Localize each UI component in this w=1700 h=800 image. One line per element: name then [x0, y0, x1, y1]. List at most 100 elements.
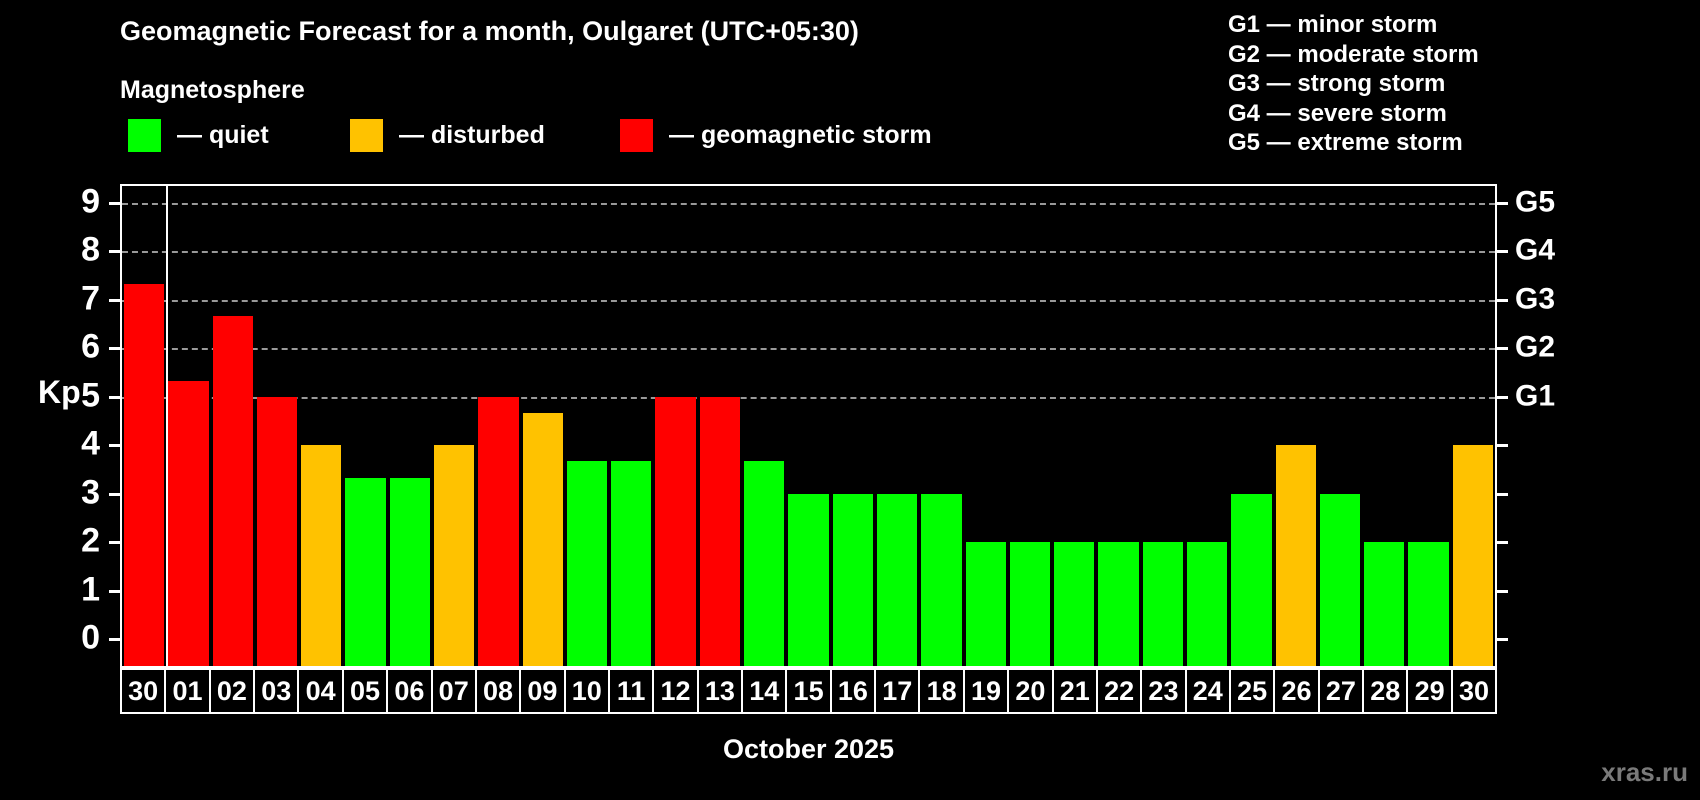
- status-legend: — quiet — disturbed — geomagnetic storm: [0, 119, 1100, 155]
- kp-bar-17: [876, 493, 918, 666]
- g-level-label-g5: G5: [1515, 185, 1556, 219]
- kp-bar-24: [1186, 542, 1228, 666]
- y-axis-tick-right-1: [1495, 589, 1508, 593]
- kp-bar-22: [1098, 542, 1139, 666]
- day-label-07: 07: [430, 668, 477, 714]
- kp-bar-20: [1009, 542, 1051, 666]
- kp-bar-12: [655, 396, 696, 666]
- day-label-10: 10: [563, 668, 610, 714]
- day-label-26: 26: [1273, 668, 1320, 714]
- kp-bar-23: [1142, 542, 1183, 666]
- kp-bar-26: [1275, 445, 1316, 666]
- kp-bar-30: [1452, 445, 1493, 666]
- kp-bar-30: [124, 283, 165, 666]
- day-label-01: 01: [164, 668, 211, 714]
- kp-bar-18: [921, 493, 962, 666]
- g4-legend-line: G4 — severe storm: [1228, 99, 1447, 127]
- day-label-02: 02: [208, 668, 256, 714]
- gridline-kp5: [122, 396, 1495, 399]
- kp-bar-11: [611, 461, 652, 666]
- day-label-13: 13: [696, 668, 744, 714]
- day-label-30: 30: [120, 668, 167, 714]
- y-axis-label-7: 7: [81, 279, 100, 318]
- legend-item-label: — disturbed: [399, 121, 545, 149]
- gridline-kp6: [122, 348, 1495, 351]
- kp-bar-05: [345, 477, 386, 666]
- y-axis-label-5: 5: [81, 376, 100, 415]
- y-axis-tick-left-4: [109, 444, 122, 448]
- kp-bar-13: [699, 396, 741, 666]
- day-label-08: 08: [474, 668, 522, 714]
- day-label-14: 14: [741, 668, 788, 714]
- kp-axis-label: Kp: [38, 374, 81, 410]
- day-label-04: 04: [297, 668, 344, 714]
- legend-item-storm: — geomagnetic storm: [620, 119, 932, 152]
- kp-bar-21: [1054, 542, 1095, 666]
- y-axis-label-1: 1: [81, 570, 100, 609]
- kp-bar-27: [1319, 493, 1361, 666]
- y-axis-tick-left-7: [109, 298, 122, 302]
- y-axis-label-0: 0: [81, 619, 100, 658]
- x-axis-day-labels: 30 01 02 03 04 05 06 07 08 09 10 11 12 13 14 15 16 17 18 19…: [120, 668, 1498, 714]
- y-axis-tick-right-7: [1495, 298, 1508, 302]
- y-axis-tick-left-0: [109, 638, 122, 642]
- y-axis-tick-left-2: [109, 541, 122, 545]
- y-axis-tick-left-8: [109, 250, 122, 254]
- y-axis-tick-right-9: [1495, 201, 1508, 205]
- day-label-28: 28: [1362, 668, 1409, 714]
- gridline-kp8: [122, 251, 1495, 254]
- legend-item-label: — quiet: [177, 121, 269, 149]
- y-axis-label-9: 9: [81, 182, 100, 221]
- legend-item-label: — geomagnetic storm: [669, 121, 932, 149]
- storm-color-swatch: [620, 119, 653, 152]
- kp-bar-29: [1408, 542, 1449, 666]
- y-axis-tick-left-6: [109, 347, 122, 351]
- kp-bar-04: [301, 445, 342, 666]
- kp-bar-06: [389, 477, 431, 666]
- day-label-30: 30: [1450, 668, 1498, 714]
- day-label-11: 11: [607, 668, 655, 714]
- y-axis-tick-right-0: [1495, 638, 1508, 642]
- storm-scale-legend: G1 — minor storm G2 — moderate storm G3 …: [1228, 10, 1479, 158]
- day-label-05: 05: [341, 668, 389, 714]
- day-label-15: 15: [785, 668, 832, 714]
- y-axis-label-8: 8: [81, 231, 100, 270]
- day-label-12: 12: [652, 668, 699, 714]
- kp-bar-01: [168, 380, 209, 666]
- g-level-label-g1: G1: [1515, 379, 1556, 413]
- quiet-color-swatch: [128, 119, 161, 152]
- y-axis-label-6: 6: [81, 328, 100, 367]
- y-axis-tick-left-3: [109, 492, 122, 496]
- y-axis-tick-left-1: [109, 589, 122, 593]
- x-axis-month-label: October 2025: [722, 734, 895, 764]
- day-label-22: 22: [1095, 668, 1143, 714]
- kp-bar-07: [434, 445, 475, 666]
- kp-bar-19: [965, 542, 1006, 666]
- kp-bar-10: [566, 461, 608, 666]
- magnetosphere-subtitle: Magnetosphere: [120, 76, 305, 104]
- g-level-label-g3: G3: [1515, 282, 1556, 316]
- disturbed-color-swatch: [350, 119, 383, 152]
- day-label-06: 06: [386, 668, 433, 714]
- y-axis-tick-right-2: [1495, 541, 1508, 545]
- kp-bar-15: [788, 493, 829, 666]
- month-separator-line: [166, 186, 169, 666]
- page-title: Geomagnetic Forecast for a month, Oulgar…: [120, 16, 859, 46]
- day-label-03: 03: [253, 668, 300, 714]
- y-axis-tick-right-5: [1495, 395, 1508, 399]
- y-axis-label-3: 3: [81, 473, 100, 512]
- watermark: xras.ru: [1601, 757, 1688, 787]
- kp-bar-02: [212, 315, 253, 666]
- day-label-09: 09: [519, 668, 566, 714]
- g2-legend-line: G2 — moderate storm: [1228, 40, 1479, 68]
- y-axis-tick-right-3: [1495, 492, 1508, 496]
- kp-bar-16: [832, 493, 873, 666]
- day-label-29: 29: [1406, 668, 1453, 714]
- gridline-kp9: [122, 202, 1495, 205]
- day-label-23: 23: [1140, 668, 1187, 714]
- day-label-25: 25: [1228, 668, 1276, 714]
- kp-bar-25: [1231, 493, 1272, 666]
- y-axis-tick-left-9: [109, 201, 122, 205]
- y-axis-label-2: 2: [81, 522, 100, 561]
- kp-bar-08: [478, 396, 519, 666]
